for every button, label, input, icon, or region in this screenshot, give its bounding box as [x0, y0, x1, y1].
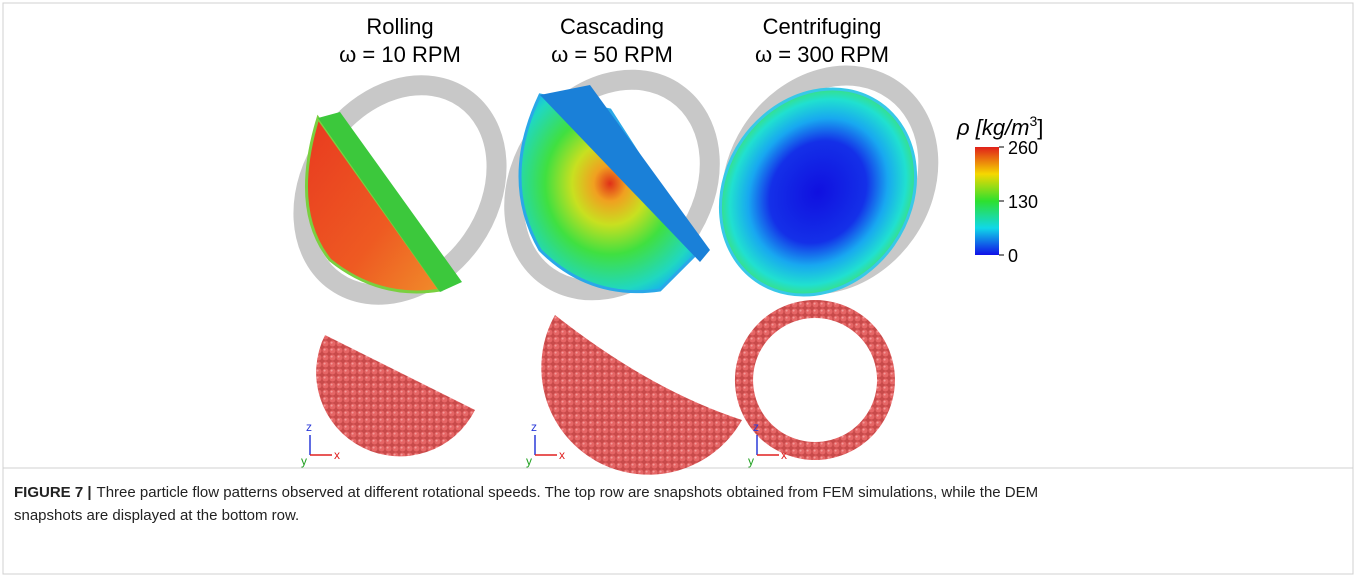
figure: ρ [kg/m3] FIGURE 7 |Three particle flow … — [0, 0, 1356, 577]
panel-speed: ω = 50 RPM — [551, 42, 673, 67]
colorbar-tick-label: 0 — [1008, 246, 1018, 266]
axis-label: y — [748, 454, 754, 468]
fem-rolling — [264, 48, 537, 332]
axis-label: x — [781, 448, 787, 462]
axis-label: z — [753, 420, 759, 434]
axis-label: z — [531, 420, 537, 434]
axis-label: y — [526, 454, 532, 468]
colorbar-label: ρ [kg/m3] — [956, 113, 1043, 140]
panel-speed: ω = 300 RPM — [755, 42, 889, 67]
fem-cascading — [474, 42, 750, 329]
colorbar — [975, 147, 999, 255]
axis-label: z — [306, 420, 312, 434]
colorbar-tick-label: 260 — [1008, 138, 1038, 158]
panel-title: Cascading — [560, 14, 664, 39]
axis-label: x — [559, 448, 565, 462]
caption-line: FIGURE 7 |Three particle flow patterns o… — [14, 484, 1038, 501]
colorbar-tick-label: 130 — [1008, 192, 1038, 212]
axis-label: x — [334, 448, 340, 462]
axis-label: y — [301, 454, 307, 468]
panel-speed: ω = 10 RPM — [339, 42, 461, 67]
fem-centrifuging — [681, 37, 969, 333]
panel-title: Rolling — [366, 14, 433, 39]
dem-cascading — [541, 315, 742, 475]
caption-line: snapshots are displayed at the bottom ro… — [14, 507, 299, 524]
dem-rolling — [316, 335, 475, 456]
panel-title: Centrifuging — [763, 14, 882, 39]
dem-centrifuging — [735, 300, 895, 460]
